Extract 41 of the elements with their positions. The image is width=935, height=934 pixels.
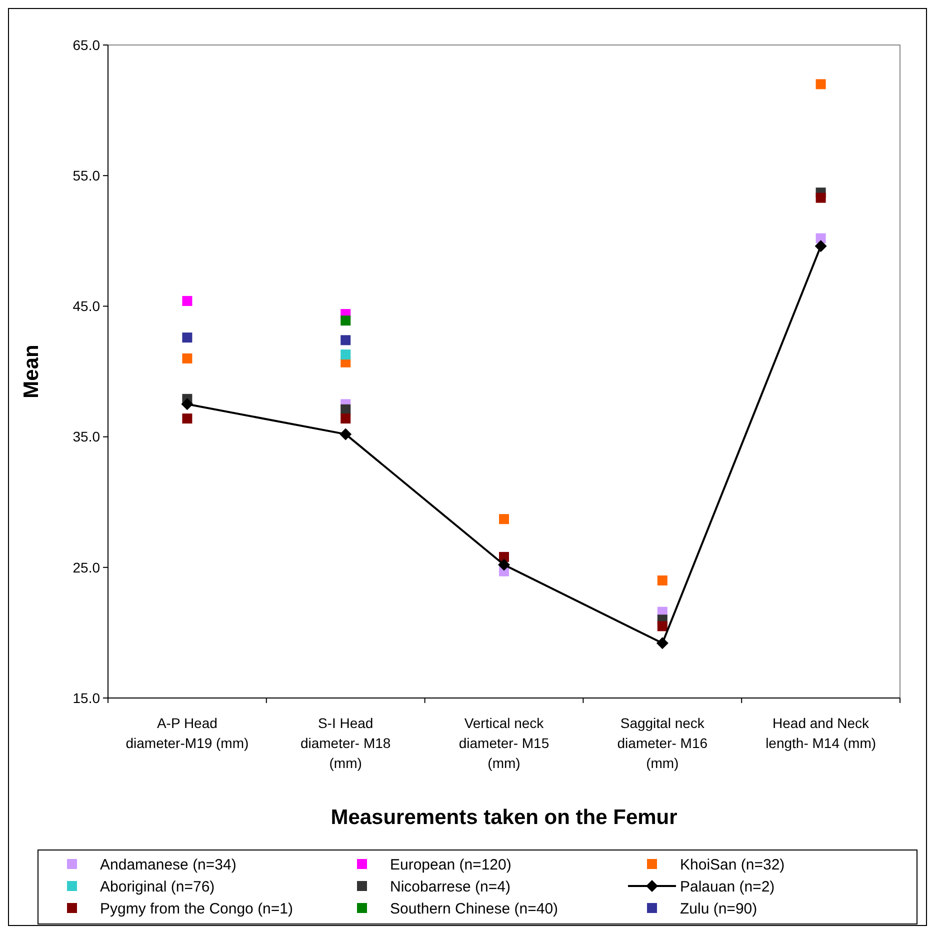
point: [182, 353, 192, 364]
point: [816, 79, 826, 90]
y-tick-label: 15.0: [72, 690, 100, 706]
y-tick-label: 65.0: [72, 36, 100, 53]
point: [182, 414, 192, 424]
y-tick-label: 45.0: [72, 298, 100, 314]
point: [182, 332, 192, 343]
y-tick-label: 35.0: [72, 428, 100, 445]
point: [498, 558, 510, 571]
legend-label: Southern Chinese (n=40): [390, 900, 558, 918]
point: [816, 192, 826, 203]
point: [814, 240, 827, 252]
legend-label: Nicobarrese (n=4): [390, 878, 510, 896]
point: [340, 414, 351, 424]
x-tick-label: S-I Head diameter- M18 (mm): [300, 715, 391, 771]
y-axis-title: Mean: [20, 344, 43, 398]
point: [657, 575, 668, 586]
point: [656, 637, 668, 650]
point: [499, 514, 509, 524]
point: [340, 335, 351, 346]
x-tick-label: Vertical neck diameter- M15 (mm): [458, 715, 550, 771]
y-tick-label: 55.0: [72, 168, 100, 184]
x-tick-label: Head and Neck length- M14 (mm): [766, 715, 876, 751]
legend-label: Palauan (n=2): [680, 878, 775, 896]
point: [657, 621, 668, 632]
point: [181, 398, 194, 410]
point: [340, 316, 351, 326]
point: [340, 350, 351, 360]
point: [340, 404, 351, 414]
x-tick-label: Saggital neck diameter- M16 (mm): [617, 715, 708, 771]
legend-label: Zulu (n=90): [680, 900, 758, 918]
legend-label: European (n=120): [390, 856, 512, 874]
point: [340, 428, 352, 440]
legend-label: KhoiSan (n=32): [680, 856, 785, 874]
legend-label: Pygmy from the Congo (n=1): [100, 900, 294, 918]
legend-label: Andamanese (n=34): [100, 856, 236, 874]
x-tick-label: A-P Head diameter-M19 (mm): [126, 715, 249, 751]
x-axis-title: Measurements taken on the Femur: [330, 806, 678, 829]
y-tick-label: 25.0: [72, 559, 100, 576]
point: [182, 296, 192, 306]
legend-label: Aboriginal (n=76): [100, 878, 215, 896]
